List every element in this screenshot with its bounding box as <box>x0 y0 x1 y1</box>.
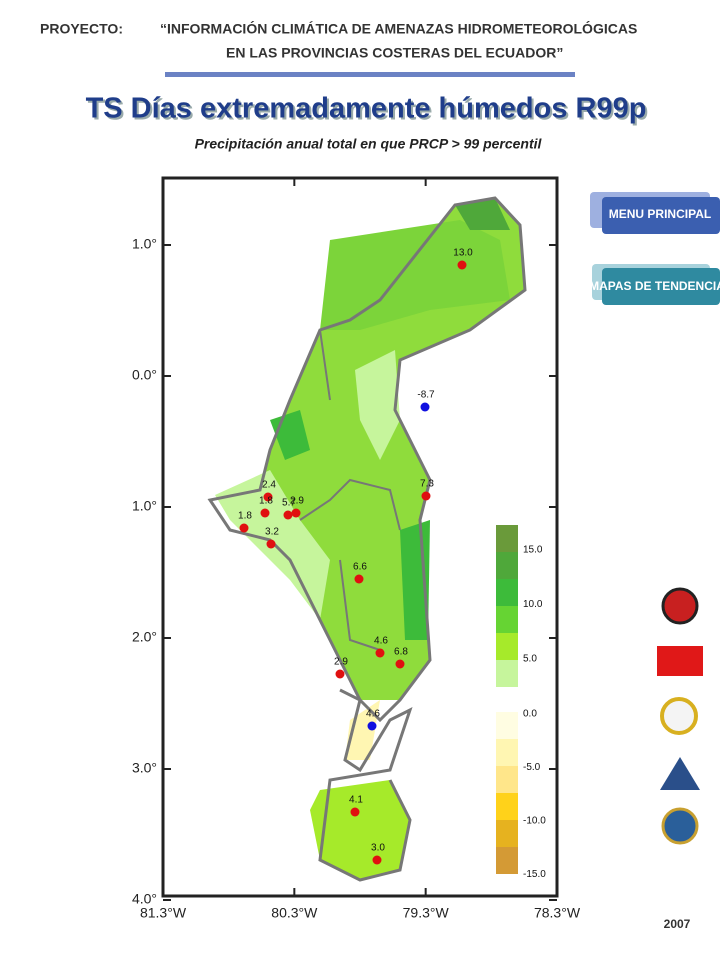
project-line2: EN LAS PROVINCIAS COSTERAS DEL ECUADOR” <box>226 45 563 61</box>
station-label: 5.7 <box>282 498 296 509</box>
title: TS Días extremadamente húmedos R99p <box>86 93 647 125</box>
station-label: 6.6 <box>353 562 367 573</box>
y-tick-label: 0.0° <box>132 367 157 383</box>
legend-label: -10.0 <box>523 816 546 827</box>
legend-swatch <box>496 847 518 874</box>
station-dot <box>367 721 377 731</box>
legend-swatch <box>496 766 518 793</box>
logo <box>661 807 699 845</box>
station-dot <box>291 508 301 518</box>
subtitle: Precipitación anual total en que PRCP > … <box>195 136 543 152</box>
x-tick-label: 79.3°W <box>403 905 450 921</box>
title-shadow: TS Días extremadamente húmedos R99p <box>88 95 649 127</box>
station-label: 2.4 <box>262 480 276 491</box>
button-face[interactable] <box>602 197 720 234</box>
station-dot <box>457 260 467 270</box>
logo <box>660 757 700 790</box>
logo <box>657 646 703 676</box>
station-dot <box>335 669 345 679</box>
legend-swatch <box>496 793 518 820</box>
project-line1: “INFORMACIÓN CLIMÁTICA DE AMENAZAS HIDRO… <box>160 20 637 37</box>
station-label: 2.9 <box>290 496 304 507</box>
province-border <box>299 329 401 651</box>
station-label: 4.6 <box>366 709 380 720</box>
station-dot <box>350 807 360 817</box>
x-tick-label: 78.3°W <box>534 905 581 921</box>
region-fill <box>455 198 510 230</box>
y-tick-label: 1.0° <box>132 498 157 514</box>
legend-label: -15.0 <box>523 869 546 880</box>
y-tick-label: 3.0° <box>132 760 157 776</box>
button-label[interactable]: MAPAS DE TENDENCIAS <box>589 279 720 293</box>
station-label: 3.2 <box>265 527 279 538</box>
legend-label: 10.0 <box>523 599 543 610</box>
station-dot <box>260 508 270 518</box>
station-dot <box>266 539 276 549</box>
station-label: 2.9 <box>334 657 348 668</box>
legend-swatch <box>496 739 518 766</box>
legend-swatch <box>496 712 518 739</box>
station-label: 13.0 <box>453 248 473 259</box>
region-fill <box>320 220 510 330</box>
legend-swatch <box>496 606 518 633</box>
station-label: 3.0 <box>371 843 385 854</box>
logos <box>657 587 703 845</box>
station-label: 6.8 <box>394 647 408 658</box>
logo <box>660 697 698 735</box>
map-annotations: 81.3°W 80.3°W 79.3°W 78.3°W 1.0° 0.0° 1.0° 2.0°… <box>132 178 581 921</box>
region-fill <box>345 700 380 760</box>
station-label: 4.1 <box>349 795 363 806</box>
year: 2007 <box>664 917 691 931</box>
y-tick-label: 4.0° <box>132 891 157 907</box>
legend-swatch <box>496 660 518 687</box>
station-label: 1.8 <box>259 496 273 507</box>
menu-button[interactable]: MENU PRINCIPAL <box>590 192 720 234</box>
legend-swatch <box>496 820 518 847</box>
button-label[interactable]: MENU PRINCIPAL <box>609 207 711 221</box>
map-frame <box>161 176 559 898</box>
legend-swatch <box>496 579 518 606</box>
station-label: 4.6 <box>374 636 388 647</box>
project-label: PROYECTO: <box>40 21 123 37</box>
logo <box>661 587 699 625</box>
station-dot <box>420 402 430 412</box>
station-dot <box>372 855 382 865</box>
tendencias-button[interactable]: MAPAS DE TENDENCIAS <box>589 264 720 305</box>
province-outline <box>207 196 527 882</box>
station-dot <box>421 491 431 501</box>
x-tick-label: 81.3°W <box>140 905 187 921</box>
station-label: 1.8 <box>238 511 252 522</box>
legend-label: 0.0 <box>523 709 537 720</box>
legend-label: 5.0 <box>523 654 537 665</box>
legend-label: -5.0 <box>523 762 541 773</box>
y-tick-label: 1.0° <box>132 236 157 252</box>
station-dot <box>395 659 405 669</box>
x-tick-label: 80.3°W <box>271 905 318 921</box>
map <box>161 176 559 898</box>
station-dot <box>354 574 364 584</box>
y-tick-label: 2.0° <box>132 629 157 645</box>
legend-swatch <box>496 525 518 552</box>
station-dot <box>239 523 249 533</box>
button-face[interactable] <box>602 268 720 305</box>
region-fill <box>310 780 410 880</box>
region-fill <box>355 350 400 460</box>
station-dot <box>375 648 385 658</box>
station-dot <box>283 510 293 520</box>
station-label: 7.3 <box>420 479 434 490</box>
station-dot <box>263 492 273 502</box>
header-rule <box>165 72 575 77</box>
legend-swatch <box>496 552 518 579</box>
legend-label: 15.0 <box>523 545 543 556</box>
legend-swatch <box>496 633 518 660</box>
station-label: -8.7 <box>417 390 435 401</box>
